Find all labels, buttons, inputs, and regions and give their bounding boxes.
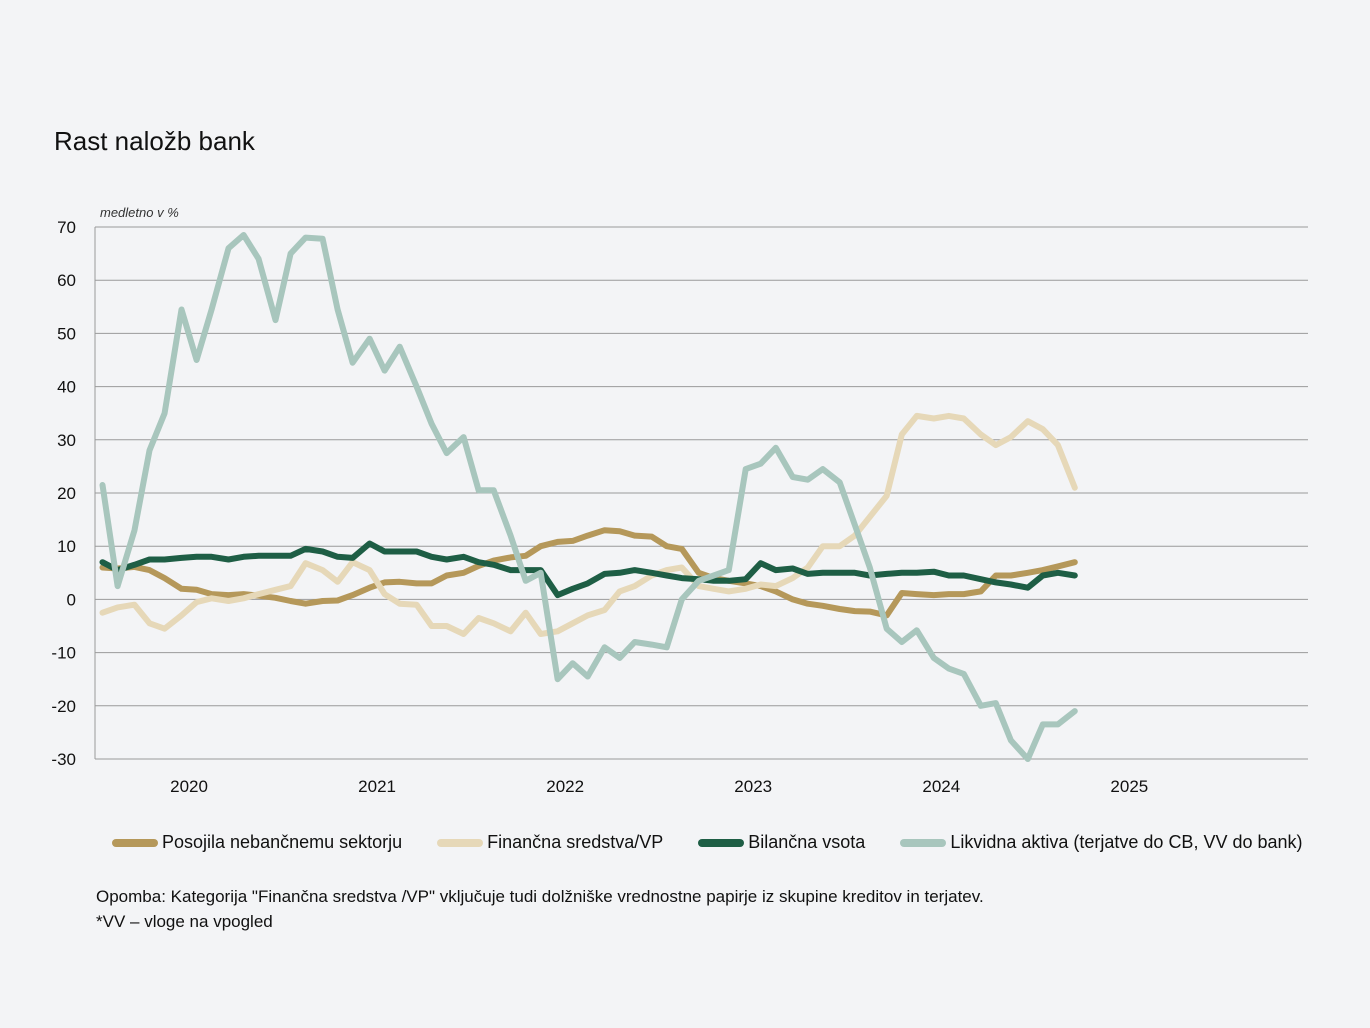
footnote-line-2: *VV – vloge na vpogled <box>96 912 273 931</box>
y-tick-labels: 70 60 50 40 30 20 10 0 -10 -20 -30 <box>51 218 76 769</box>
series-line-2 <box>99 540 1078 599</box>
legend-item-balance-sheet: Bilančna vsota <box>698 832 865 853</box>
series-lines <box>99 232 1078 762</box>
series-line-0 <box>99 527 1078 619</box>
y-tick-label: 60 <box>57 271 76 290</box>
legend-swatch-balance-sheet <box>698 838 745 847</box>
legend-swatch-loans <box>112 838 158 847</box>
x-tick-label: 2023 <box>734 777 772 796</box>
x-tick-labels: 2020 2021 2022 2023 2024 2025 <box>170 777 1148 796</box>
legend-swatch-liquid-assets <box>900 838 947 847</box>
y-tick-label: 70 <box>57 218 76 237</box>
y-tick-label: 0 <box>67 590 76 609</box>
legend-item-loans: Posojila nebančnemu sektorju <box>112 832 402 853</box>
y-axis-unit-label: medletno v % <box>100 205 179 220</box>
series-line-3 <box>99 232 1078 762</box>
series-line-1 <box>99 412 1078 637</box>
y-tick-label: 40 <box>57 378 76 397</box>
legend-label-financial-assets: Finančna sredstva/VP <box>487 832 664 852</box>
y-tick-label: -30 <box>51 750 76 769</box>
legend-label-balance-sheet: Bilančna vsota <box>748 832 866 852</box>
gridlines <box>94 226 1308 760</box>
legend-label-loans: Posojila nebančnemu sektorju <box>162 832 403 852</box>
footnote: Opomba: Kategorija "Finančna sredstva /V… <box>96 884 984 934</box>
y-tick-label: -10 <box>51 644 76 663</box>
y-tick-label: 30 <box>57 431 76 450</box>
chart-title: Rast naložb bank <box>54 126 255 156</box>
x-tick-label: 2022 <box>546 777 584 796</box>
y-tick-label: 10 <box>57 537 76 556</box>
legend-swatch-financial-assets <box>437 838 484 847</box>
legend-item-financial-assets: Finančna sredstva/VP <box>437 832 663 853</box>
legend-item-liquid-assets: Likvidna aktiva (terjatve do CB, VV do b… <box>900 832 1303 853</box>
x-tick-label: 2020 <box>170 777 208 796</box>
x-tick-label: 2025 <box>1110 777 1148 796</box>
x-tick-label: 2021 <box>358 777 396 796</box>
x-tick-label: 2024 <box>922 777 960 796</box>
y-tick-label: -20 <box>51 697 76 716</box>
y-tick-label: 50 <box>57 324 76 343</box>
legend: Posojila nebančnemu sektorju Finančna sr… <box>112 832 1303 853</box>
footnote-line-1: Opomba: Kategorija "Finančna sredstva /V… <box>96 887 984 906</box>
legend-label-liquid-assets: Likvidna aktiva (terjatve do CB, VV do b… <box>950 832 1303 852</box>
y-tick-label: 20 <box>57 484 76 503</box>
